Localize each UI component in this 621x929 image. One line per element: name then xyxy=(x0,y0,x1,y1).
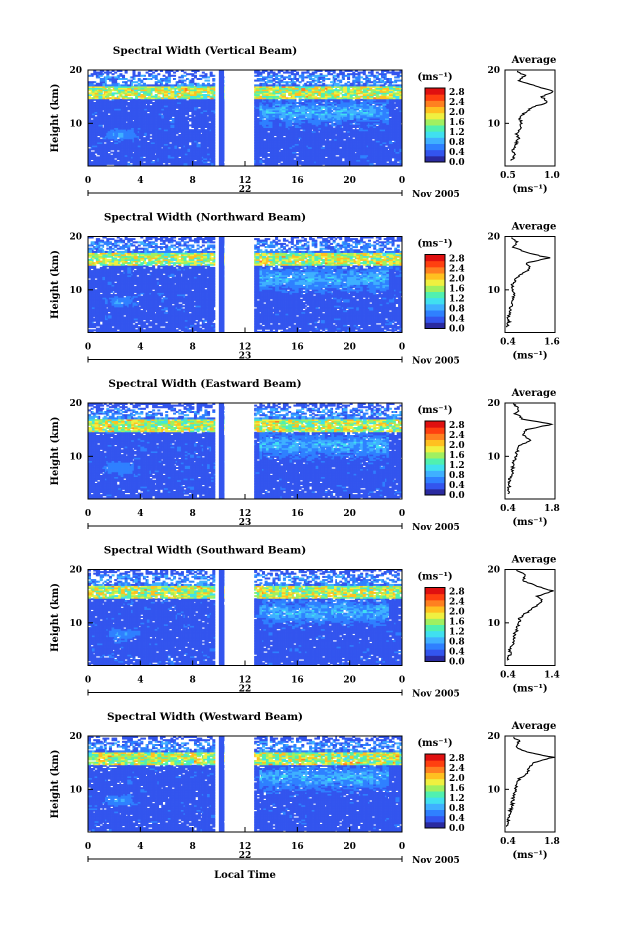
panel-title: Spectral Width (Vertical Beam) xyxy=(113,45,297,57)
panel-1: Spectral Width (Vertical Beam)2010Height… xyxy=(50,45,560,200)
heatmap xyxy=(88,70,402,166)
